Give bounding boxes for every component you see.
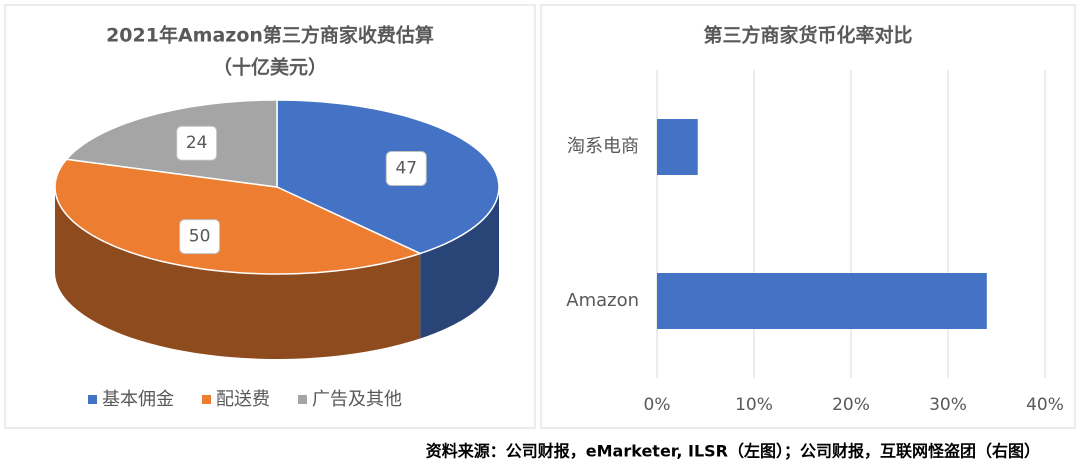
legend-label: 广告及其他	[312, 389, 402, 410]
pie-slice	[65, 99, 278, 188]
x-tick-label: 30%	[929, 395, 967, 415]
bar	[657, 119, 698, 175]
pie-slice	[54, 158, 423, 275]
data-label: 47	[395, 158, 417, 178]
y-tick-label: Amazon	[566, 290, 639, 311]
data-label: 24	[186, 133, 208, 153]
legend-swatch	[202, 395, 211, 404]
chart-title: 2021年Amazon第三方商家收费估算	[106, 24, 434, 47]
legend-swatch	[88, 395, 97, 404]
x-tick-label: 0%	[644, 395, 671, 415]
right-panel	[540, 4, 1076, 429]
legend-swatch	[298, 395, 307, 404]
x-tick-label: 40%	[1026, 395, 1064, 415]
data-label-box	[179, 219, 221, 255]
data-label-box	[176, 125, 218, 161]
source-note: 资料来源：公司财报，eMarketer, ILSR（左图）；公司财报，互联网怪盗…	[426, 442, 1040, 461]
x-tick-label: 10%	[735, 395, 773, 415]
legend-label: 基本佣金	[102, 389, 174, 410]
data-label: 50	[189, 227, 211, 247]
y-tick-label: 淘系电商	[567, 136, 639, 157]
x-tick-label: 20%	[832, 395, 870, 415]
chart-title: 第三方商家货币化率对比	[703, 24, 912, 47]
chart-subtitle: （十亿美元）	[213, 56, 327, 79]
legend-label: 配送费	[216, 389, 270, 410]
data-label-box	[385, 150, 427, 186]
bar	[657, 273, 987, 329]
pie-side	[420, 187, 499, 339]
